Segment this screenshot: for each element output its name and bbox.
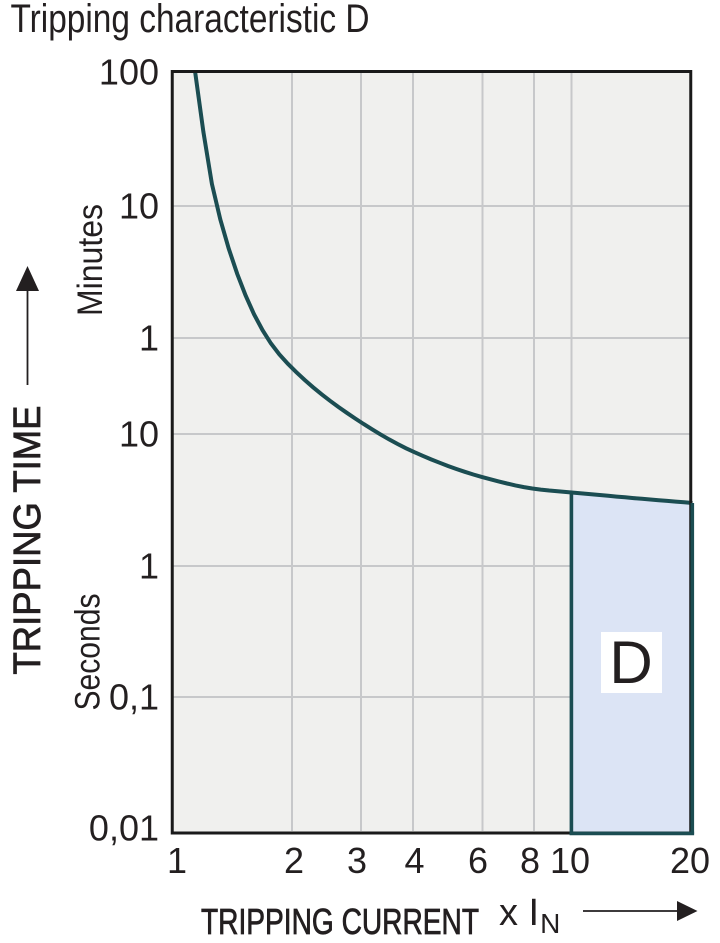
svg-text:2: 2 [284, 840, 304, 881]
svg-text:TRIPPING TIME: TRIPPING TIME [7, 406, 49, 675]
svg-text:4: 4 [404, 840, 424, 881]
svg-text:Tripping characteristic D: Tripping characteristic D [11, 0, 370, 41]
svg-text:100: 100 [99, 52, 159, 93]
svg-text:6: 6 [468, 840, 488, 881]
svg-text:1: 1 [139, 546, 159, 587]
svg-text:3: 3 [347, 840, 367, 881]
svg-text:Minutes: Minutes [71, 204, 110, 316]
svg-text:0,01: 0,01 [89, 808, 159, 849]
svg-text:20: 20 [670, 840, 710, 881]
svg-text:TRIPPING CURRENT: TRIPPING CURRENT [201, 901, 479, 942]
svg-text:10: 10 [550, 840, 590, 881]
svg-text:Seconds: Seconds [69, 594, 108, 711]
svg-text:x IN: x IN [499, 892, 560, 939]
svg-text:0,1: 0,1 [109, 677, 159, 718]
svg-text:10: 10 [119, 414, 159, 455]
svg-text:10: 10 [119, 186, 159, 227]
svg-text:D: D [609, 629, 652, 696]
svg-text:8: 8 [520, 840, 540, 881]
svg-text:1: 1 [167, 840, 187, 881]
svg-text:1: 1 [139, 318, 159, 359]
